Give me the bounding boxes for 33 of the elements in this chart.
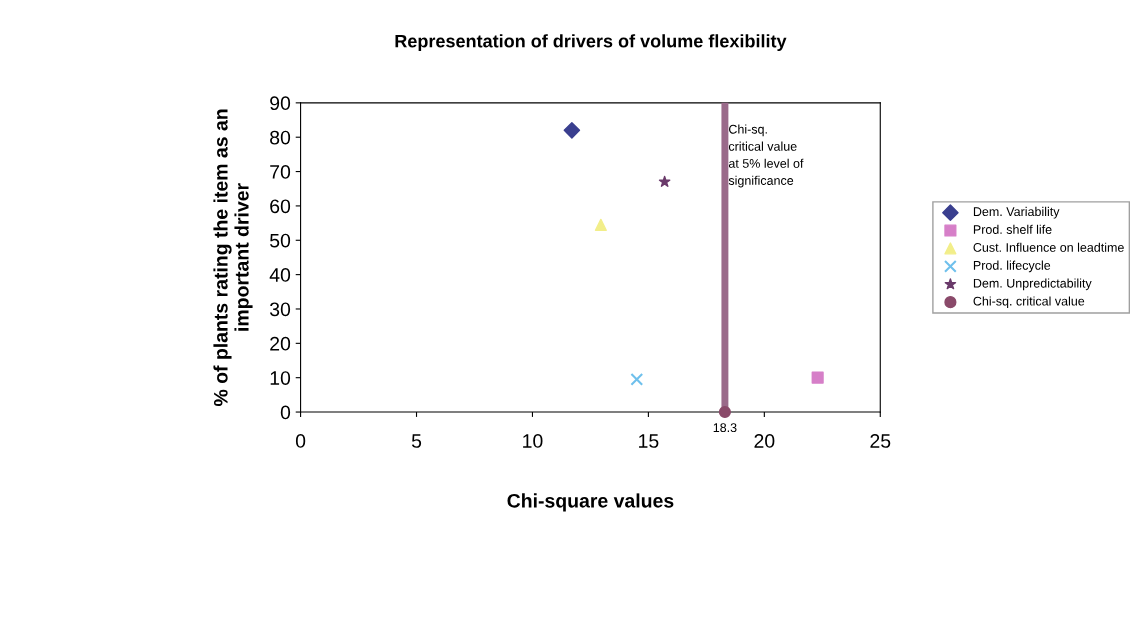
legend-label: Prod. lifecycle	[973, 260, 1051, 273]
point	[718, 405, 731, 419]
legend-label: Prod. shelf life	[973, 224, 1052, 234]
y-tick-label: 30	[269, 302, 291, 317]
y-axis-title: % of plants rating the item as an important driver	[213, 109, 253, 407]
y-tick-label: 70	[270, 165, 291, 179]
point	[658, 175, 671, 187]
y-tick-label: 80	[270, 130, 291, 145]
y-tick-label: 90	[270, 96, 291, 111]
annotation: 18.3	[713, 423, 737, 433]
y-tick-label: 60	[270, 199, 291, 214]
x-tick-label: 25	[870, 434, 891, 448]
y-tick-label: 10	[270, 371, 291, 385]
legend-label: Chi-sq. critical value	[973, 296, 1085, 309]
x-tick-label: 10	[523, 434, 543, 448]
point	[811, 371, 824, 384]
x-tick-label: 15	[639, 434, 659, 448]
y-tick-label: 20	[270, 336, 291, 351]
chart-title: Representation of drivers of volume flexibility	[395, 34, 787, 52]
x-tick-label: 5	[411, 434, 422, 448]
legend-label: Cust. Influence on leadtime	[973, 242, 1124, 252]
x-tick-label: 20	[754, 434, 775, 448]
point	[563, 122, 581, 139]
y-tick-label: 0	[280, 405, 291, 420]
legend-label: Dem. Variability	[973, 206, 1060, 219]
point	[630, 372, 644, 386]
x-axis-title: Chi-square values	[507, 493, 674, 512]
ref-line-label: Chi-sq. critical value at 5% level of significance	[728, 124, 804, 188]
legend-label: Dem. Unpredictability	[973, 278, 1092, 291]
y-tick-label: 50	[270, 233, 291, 248]
y-tick-label: 40	[269, 268, 291, 282]
point	[594, 218, 607, 231]
x-tick-label: 0	[295, 434, 306, 448]
